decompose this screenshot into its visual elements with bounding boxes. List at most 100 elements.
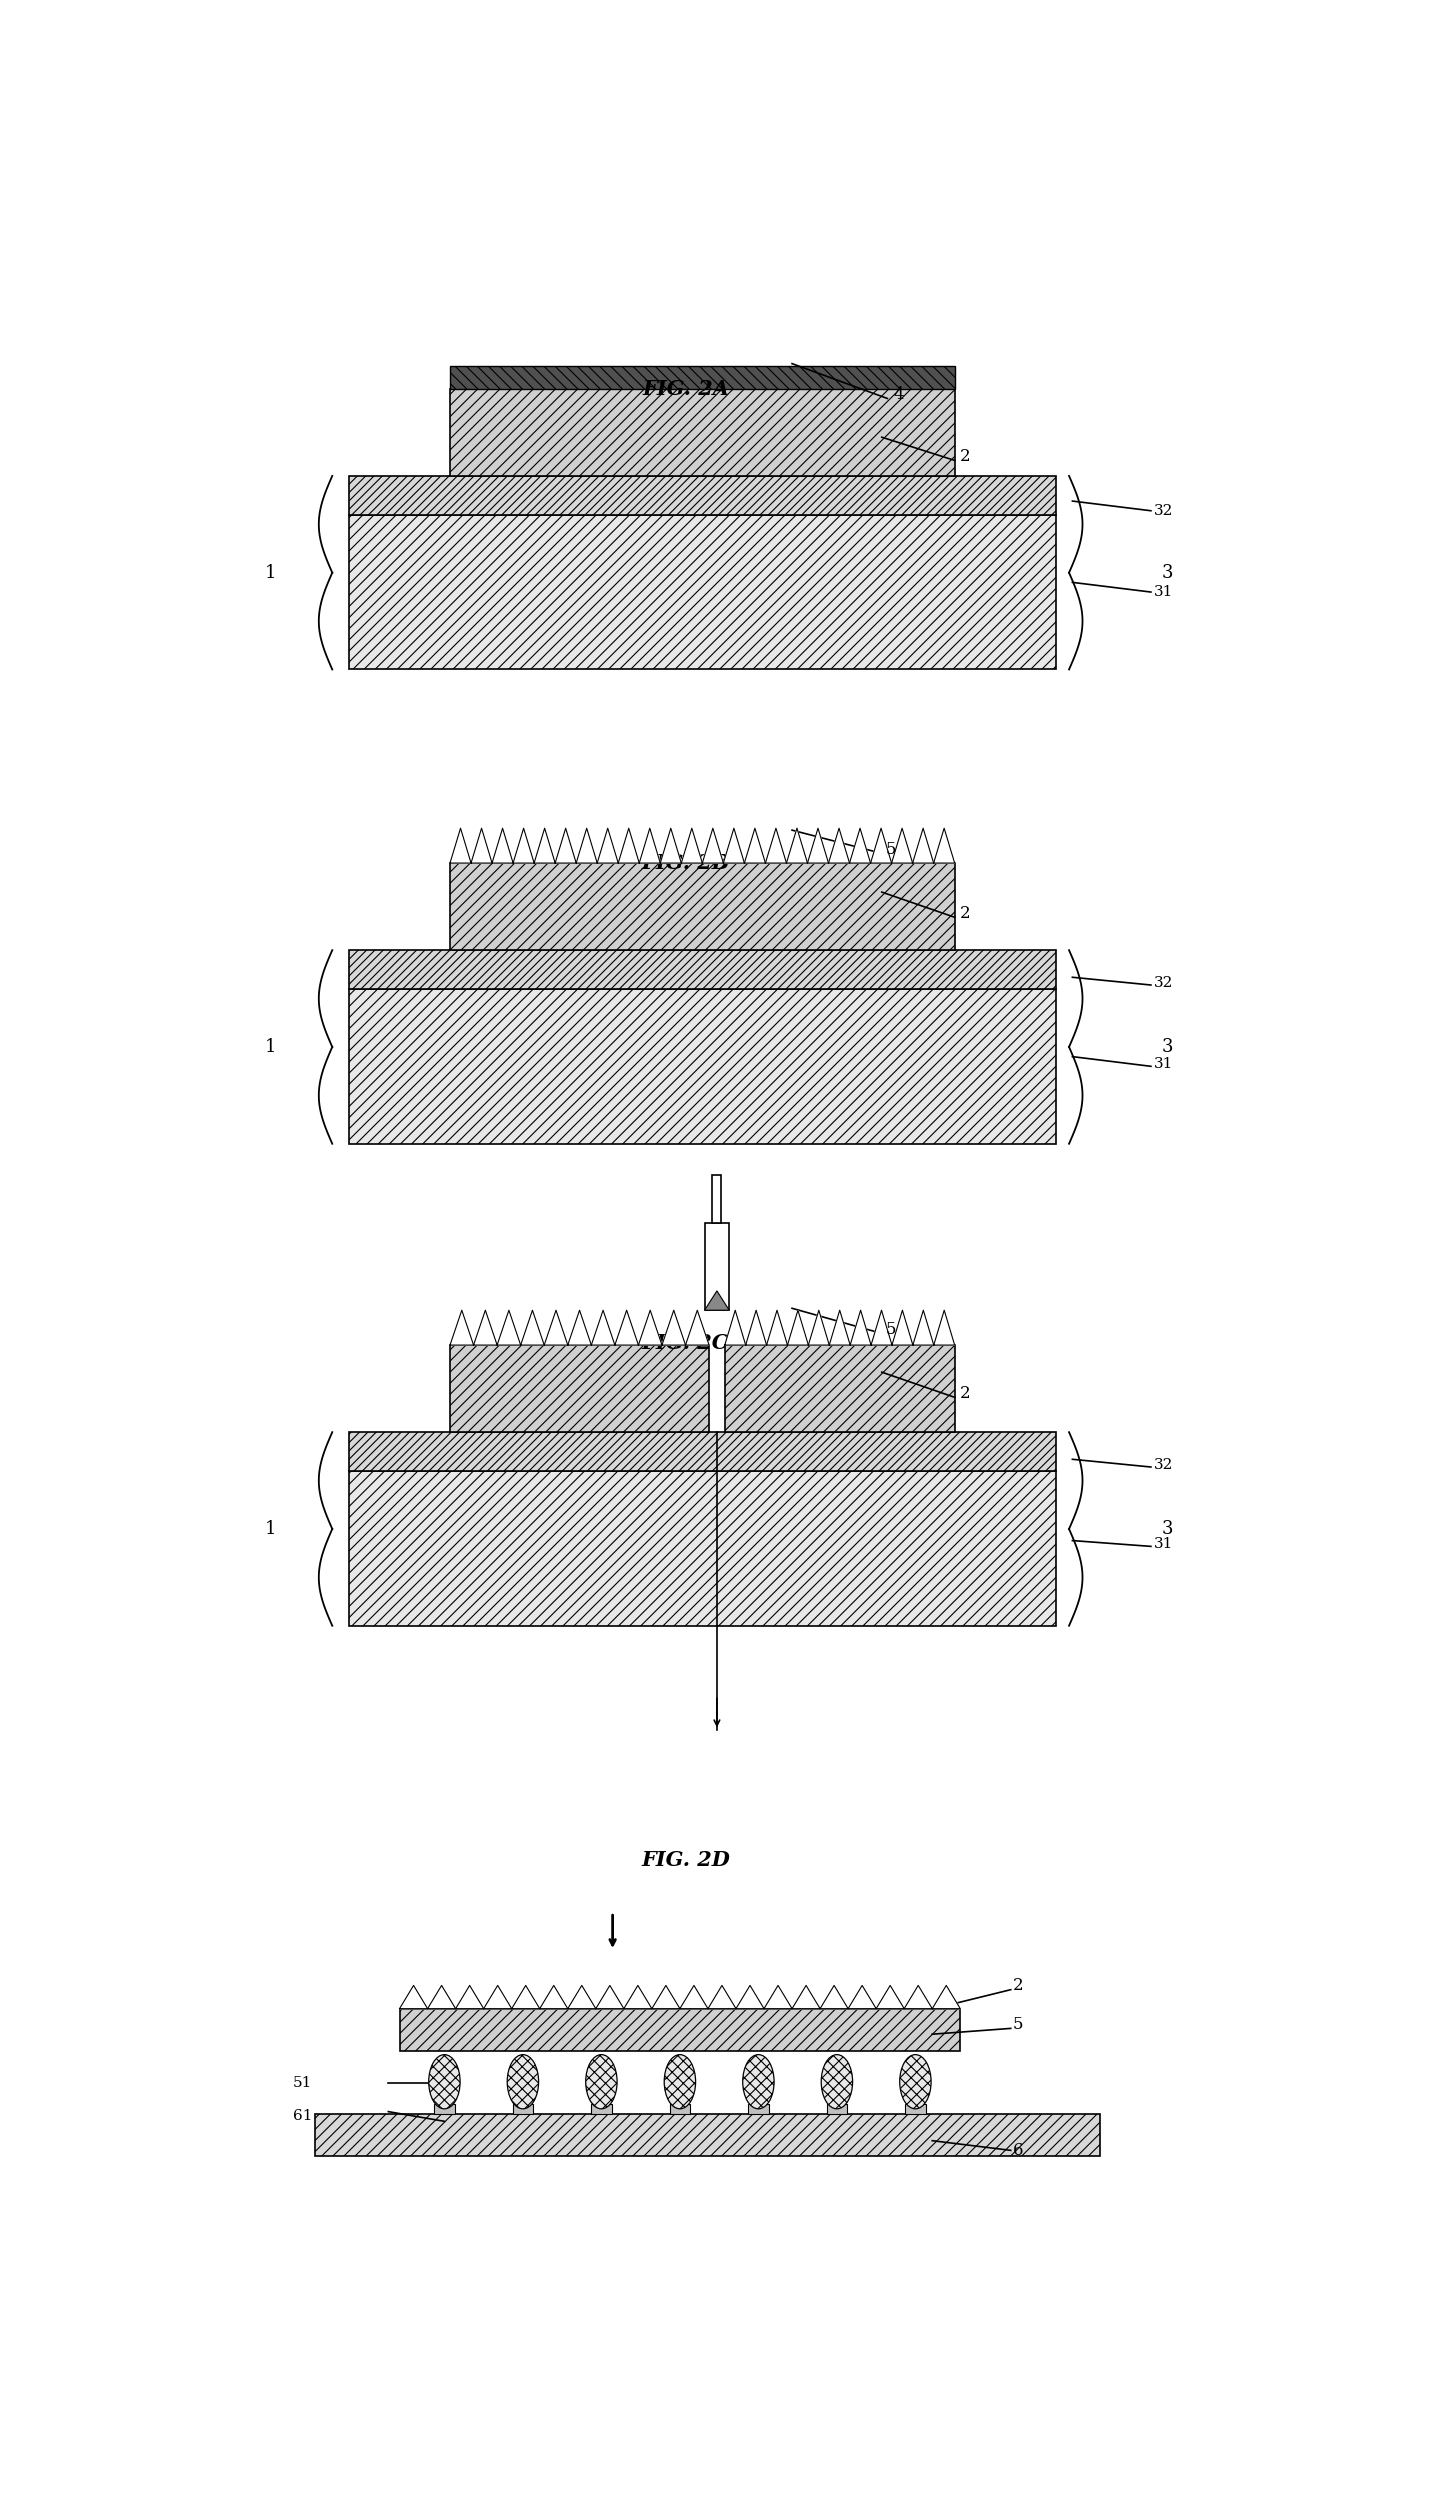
Polygon shape <box>498 1310 521 1345</box>
Bar <box>450 1345 709 1433</box>
Polygon shape <box>809 1310 829 1345</box>
Polygon shape <box>618 827 640 862</box>
Text: 31: 31 <box>1155 586 1174 598</box>
Bar <box>315 2114 1100 2157</box>
Polygon shape <box>724 827 744 862</box>
Polygon shape <box>745 1310 767 1345</box>
Polygon shape <box>829 827 849 862</box>
Bar <box>349 475 1055 515</box>
Bar <box>349 515 1055 669</box>
Polygon shape <box>904 1986 932 2009</box>
Circle shape <box>742 2054 774 2109</box>
Polygon shape <box>638 1310 661 1345</box>
Polygon shape <box>807 827 829 862</box>
Polygon shape <box>521 1310 544 1345</box>
Bar <box>826 2104 846 2114</box>
Polygon shape <box>702 827 724 862</box>
Text: 4: 4 <box>893 387 903 402</box>
Bar <box>705 1224 729 1310</box>
Polygon shape <box>514 827 534 862</box>
Polygon shape <box>682 827 702 862</box>
Text: 32: 32 <box>1155 975 1174 991</box>
Text: 2: 2 <box>961 447 971 465</box>
Polygon shape <box>592 1310 615 1345</box>
Polygon shape <box>787 827 807 862</box>
Bar <box>725 1345 955 1433</box>
Polygon shape <box>492 827 514 862</box>
Bar <box>592 2104 612 2114</box>
Circle shape <box>822 2054 852 2109</box>
Bar <box>399 2009 961 2051</box>
Polygon shape <box>820 1986 848 2009</box>
Text: 32: 32 <box>1155 503 1174 518</box>
Bar <box>434 2104 454 2114</box>
Text: 1: 1 <box>265 1521 276 1539</box>
Bar <box>512 2104 532 2114</box>
Polygon shape <box>556 827 576 862</box>
Text: 2: 2 <box>1013 1979 1023 1994</box>
Polygon shape <box>483 1986 512 2009</box>
Text: FIG. 2D: FIG. 2D <box>641 1850 729 1870</box>
Circle shape <box>900 2054 930 2109</box>
Polygon shape <box>624 1986 651 2009</box>
Polygon shape <box>472 827 492 862</box>
Polygon shape <box>428 1986 456 2009</box>
Text: 31: 31 <box>1155 1058 1174 1071</box>
Text: 31: 31 <box>1155 1539 1174 1551</box>
Polygon shape <box>891 827 913 862</box>
Polygon shape <box>567 1310 592 1345</box>
Text: 5: 5 <box>886 842 896 857</box>
Polygon shape <box>792 1986 820 2009</box>
Polygon shape <box>913 1310 933 1345</box>
Bar <box>712 1174 722 1224</box>
Polygon shape <box>744 827 765 862</box>
Polygon shape <box>540 1986 567 2009</box>
Polygon shape <box>877 1986 904 2009</box>
Polygon shape <box>871 827 891 862</box>
Polygon shape <box>705 1290 729 1310</box>
Bar <box>349 988 1055 1144</box>
Polygon shape <box>660 827 682 862</box>
Polygon shape <box>764 1986 792 2009</box>
Polygon shape <box>932 1986 961 2009</box>
Text: FIG. 2B: FIG. 2B <box>641 852 729 872</box>
Polygon shape <box>651 1986 680 2009</box>
Circle shape <box>428 2054 460 2109</box>
Polygon shape <box>891 1310 913 1345</box>
Polygon shape <box>851 1310 871 1345</box>
Polygon shape <box>615 1310 638 1345</box>
Bar <box>450 365 955 390</box>
Text: 5: 5 <box>1013 2016 1023 2034</box>
Polygon shape <box>450 1310 473 1345</box>
Polygon shape <box>686 1310 709 1345</box>
Circle shape <box>664 2054 696 2109</box>
Polygon shape <box>512 1986 540 2009</box>
Polygon shape <box>576 827 598 862</box>
Bar <box>450 390 955 475</box>
Text: FIG. 2C: FIG. 2C <box>642 1332 729 1353</box>
Polygon shape <box>544 1310 567 1345</box>
Bar <box>450 862 955 950</box>
Circle shape <box>508 2054 538 2109</box>
Polygon shape <box>765 827 787 862</box>
Polygon shape <box>787 1310 809 1345</box>
Text: 6: 6 <box>1013 2142 1023 2160</box>
Polygon shape <box>534 827 556 862</box>
Text: 3: 3 <box>1162 1521 1174 1539</box>
Text: 32: 32 <box>1155 1458 1174 1473</box>
Text: 51: 51 <box>292 2077 313 2089</box>
Text: 3: 3 <box>1162 1038 1174 1056</box>
Text: 2: 2 <box>961 1385 971 1403</box>
Polygon shape <box>661 1310 686 1345</box>
Polygon shape <box>450 827 472 862</box>
Bar <box>349 1433 1055 1471</box>
Polygon shape <box>708 1986 737 2009</box>
Polygon shape <box>725 1310 745 1345</box>
Polygon shape <box>680 1986 708 2009</box>
Polygon shape <box>767 1310 787 1345</box>
Polygon shape <box>933 1310 955 1345</box>
Text: 1: 1 <box>265 563 276 581</box>
Polygon shape <box>596 1986 624 2009</box>
Bar <box>748 2104 768 2114</box>
Polygon shape <box>567 1986 596 2009</box>
